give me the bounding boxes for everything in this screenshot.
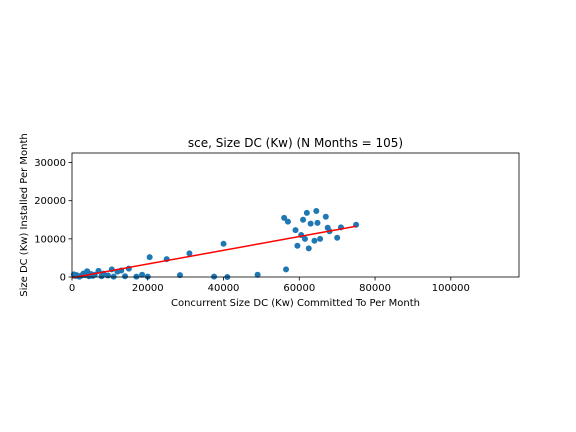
scatter-point-49 xyxy=(322,213,329,220)
scatter-point-41 xyxy=(301,235,308,242)
scatter-point-28 xyxy=(176,272,183,279)
x-ticks: 0 20000 40000 60000 80000 100000 xyxy=(69,277,470,294)
fit-line-layer xyxy=(71,225,357,279)
x-axis-label: Concurrent Size DC (Kw) Committed To Per… xyxy=(171,298,420,309)
x-tick-label-3: 60000 xyxy=(283,283,315,294)
y-tick-label-2: 20000 xyxy=(34,196,66,207)
scatter-point-29 xyxy=(186,250,193,257)
plot-frame xyxy=(71,152,520,278)
x-tick-label-1: 20000 xyxy=(132,283,164,294)
x-tick-label-2: 40000 xyxy=(208,283,240,294)
scatter-point-34 xyxy=(281,214,288,221)
scatter-point-16 xyxy=(104,272,111,279)
scatter-point-44 xyxy=(307,220,314,227)
y-tick-label-0: 0 xyxy=(60,273,66,284)
scatter-point-43 xyxy=(305,245,312,252)
chart-title: sce, Size DC (Kw) (N Months = 105) xyxy=(188,136,403,150)
scatter-point-46 xyxy=(313,207,320,214)
x-tick-label-5: 100000 xyxy=(432,283,470,294)
scatter-point-31 xyxy=(220,240,227,247)
scatter-point-25 xyxy=(146,254,153,261)
scatter-point-37 xyxy=(292,227,299,234)
y-tick-label-1: 10000 xyxy=(34,234,66,245)
scatter-point-42 xyxy=(303,209,310,216)
fit-line xyxy=(71,225,357,279)
scatter-point-36 xyxy=(284,218,291,225)
scatter-point-24 xyxy=(139,271,146,278)
y-ticks: 0 10000 20000 30000 xyxy=(34,158,72,284)
scatter-point-40 xyxy=(300,216,307,223)
y-tick-label-3: 30000 xyxy=(34,158,66,169)
scatter-point-38 xyxy=(294,242,301,249)
scatter-point-48 xyxy=(317,235,324,242)
scatter-point-52 xyxy=(334,234,341,241)
x-tick-label-0: 0 xyxy=(69,283,75,294)
scatter-point-21 xyxy=(122,273,129,280)
scatter-point-47 xyxy=(314,219,321,226)
scatter-point-35 xyxy=(283,266,290,273)
x-tick-label-4: 80000 xyxy=(359,283,391,294)
scatter-point-45 xyxy=(311,237,318,244)
scatter-point-33 xyxy=(254,271,261,278)
y-axis-label: Size DC (Kw) Installed Per Month xyxy=(19,133,30,297)
